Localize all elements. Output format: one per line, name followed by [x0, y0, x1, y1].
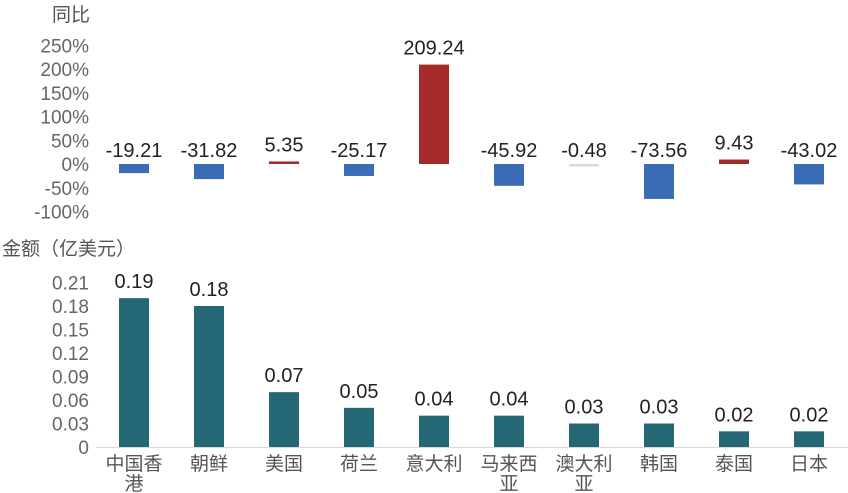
top-ytick-label: 150%	[40, 84, 89, 105]
bottom-bar	[644, 423, 674, 447]
bottom-data-label: 0.03	[640, 397, 679, 419]
top-bar	[194, 164, 224, 180]
bottom-data-label: 0.02	[790, 404, 829, 426]
top-bar	[644, 164, 674, 199]
category-label: 亚	[499, 474, 518, 493]
top-bar	[269, 161, 299, 164]
bottom-ytick-label: 0.03	[52, 415, 89, 436]
bottom-ytick-label: 0.18	[52, 297, 89, 318]
top-data-label: 5.35	[265, 134, 304, 156]
category-label: 澳大利	[555, 453, 612, 475]
top-ytick-label: 0%	[62, 155, 90, 176]
top-bar	[119, 164, 149, 174]
category-label: 意大利	[405, 453, 462, 475]
bottom-bar	[194, 306, 224, 447]
top-data-label: -43.02	[781, 140, 838, 162]
top-data-label: -0.48	[561, 140, 607, 162]
bottom-data-label: 0.04	[415, 389, 454, 411]
top-bar	[344, 164, 374, 176]
bottom-ytick-label: 0.12	[52, 344, 89, 365]
top-ytick-label: 100%	[40, 108, 89, 129]
top-ytick-label: 250%	[40, 36, 89, 57]
top-ytick-label: 200%	[40, 60, 89, 81]
top-data-label: -31.82	[181, 140, 238, 162]
top-data-label: -25.17	[331, 140, 388, 162]
top-data-label: -73.56	[631, 140, 688, 162]
bottom-data-label: 0.04	[490, 389, 529, 411]
top-data-label: -19.21	[106, 140, 163, 162]
category-label: 港	[124, 473, 143, 493]
top-data-label: 209.24	[403, 38, 464, 60]
bottom-bar	[344, 407, 374, 447]
category-label: 中国香	[105, 453, 162, 475]
bottom-chart-ylabel: 金额（亿美元）	[2, 239, 136, 260]
top-chart-ylabel: 同比	[52, 5, 91, 26]
top-ytick-label: 50%	[51, 131, 89, 152]
top-data-label: -45.92	[481, 140, 538, 162]
bottom-bar	[269, 392, 299, 447]
bottom-data-label: 0.18	[190, 279, 229, 301]
top-ytick-label: -100%	[34, 203, 89, 224]
top-bar	[719, 159, 749, 164]
bottom-bar	[794, 431, 824, 447]
top-bar	[419, 64, 449, 164]
category-label: 美国	[265, 453, 303, 475]
bottom-bar	[119, 298, 149, 447]
category-label: 日本	[790, 453, 828, 475]
bottom-bar	[719, 431, 749, 447]
category-label: 亚	[574, 474, 593, 493]
bottom-data-label: 0.02	[715, 404, 754, 426]
bottom-data-label: 0.05	[340, 381, 379, 403]
bottom-ytick-label: 0.21	[52, 274, 89, 295]
bottom-ytick-label: 0.09	[52, 368, 89, 389]
category-label: 朝鲜	[190, 453, 228, 475]
category-label: 泰国	[715, 453, 753, 475]
bottom-data-label: 0.19	[115, 271, 154, 293]
bottom-bar	[494, 415, 524, 447]
top-data-label: 9.43	[715, 133, 754, 155]
bottom-ytick-label: 0.06	[52, 391, 89, 412]
category-label: 韩国	[640, 453, 678, 475]
bottom-ytick-label: 0	[78, 438, 89, 459]
bottom-ytick-label: 0.15	[52, 321, 89, 342]
bottom-bar	[419, 415, 449, 447]
category-label: 马来西	[480, 453, 537, 475]
top-bar	[494, 164, 524, 186]
top-ytick-label: -50%	[45, 179, 89, 200]
bottom-data-label: 0.07	[265, 365, 304, 387]
top-bar	[794, 164, 824, 185]
top-bar	[569, 164, 599, 167]
bottom-bar	[569, 423, 599, 447]
category-label: 荷兰	[340, 453, 378, 475]
bottom-data-label: 0.03	[565, 397, 604, 419]
